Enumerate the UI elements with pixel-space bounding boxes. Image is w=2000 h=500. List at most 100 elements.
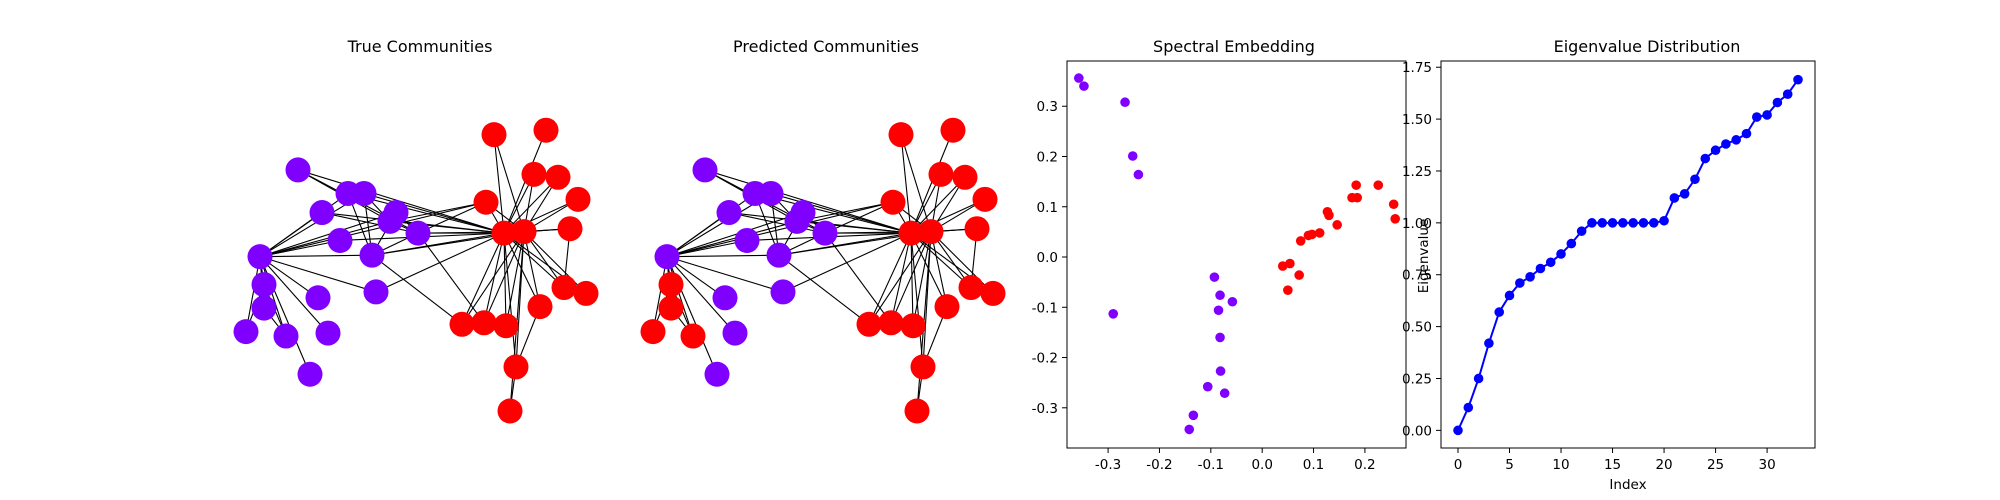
true-communities-edge bbox=[245, 256, 261, 332]
spectral-embedding-point bbox=[1388, 199, 1399, 210]
true-communities-edge bbox=[461, 232, 505, 325]
true-communities-node bbox=[557, 216, 583, 242]
predicted-communities-edge bbox=[666, 256, 694, 337]
predicted-communities-edge bbox=[796, 220, 912, 234]
eigenvalue-y-tick-label: 0.75 bbox=[1402, 268, 1432, 284]
eigenvalue-point bbox=[1504, 290, 1515, 301]
eigenvalue-point bbox=[1566, 238, 1577, 249]
predicted-communities-edge bbox=[900, 134, 932, 232]
eigenvalue-x-tick-label: 15 bbox=[1604, 457, 1621, 473]
eigenvalue-point bbox=[1525, 272, 1535, 282]
spectral-embedding-y-tick-label: -0.1 bbox=[1032, 300, 1058, 316]
eigenvalue-point bbox=[1535, 263, 1546, 274]
spectral-embedding-x-tick-label: -0.1 bbox=[1198, 457, 1224, 473]
true-communities-edge bbox=[259, 212, 397, 258]
spectral-embedding-point bbox=[1074, 73, 1084, 83]
eigenvalue-point bbox=[1648, 218, 1659, 228]
eigenvalue-y-tick-label: 0.00 bbox=[1402, 423, 1432, 439]
true-communities-nodes bbox=[233, 117, 599, 424]
spectral-embedding-y-tick-label: 0.0 bbox=[1037, 250, 1058, 266]
predicted-communities-node bbox=[692, 157, 718, 183]
predicted-communities-node bbox=[880, 189, 906, 215]
predicted-communities-node bbox=[900, 313, 926, 339]
predicted-communities-node bbox=[640, 319, 666, 345]
predicted-communities-edge bbox=[728, 212, 826, 234]
predicted-communities-node bbox=[812, 220, 838, 246]
eigenvalue-point bbox=[1638, 218, 1649, 228]
spectral-embedding-y-tick-label: 0.2 bbox=[1037, 149, 1058, 165]
eigenvalue-series-line bbox=[1457, 79, 1799, 431]
eigenvalue-point bbox=[1793, 74, 1803, 85]
spectral-embedding-point bbox=[1324, 210, 1334, 221]
eigenvalue-y-tick-label: 0.50 bbox=[1402, 320, 1432, 336]
predicted-communities-node bbox=[904, 398, 930, 424]
eigenvalue-x-axis-label: Index bbox=[1609, 477, 1646, 493]
panel-eigenvalue-distribution: Eigenvalue Distribution 0 5 10 15 20 25 30 0.00… bbox=[1402, 37, 1816, 493]
eigenvalue-x-tick-label: 0 bbox=[1454, 457, 1463, 473]
predicted-communities-edge bbox=[912, 231, 932, 326]
true-communities-node bbox=[551, 275, 577, 301]
predicted-communities-node bbox=[958, 275, 984, 301]
spectral-embedding-x-tick-label: 0.1 bbox=[1303, 457, 1324, 473]
predicted-communities-edge bbox=[666, 212, 804, 258]
true-communities-node bbox=[359, 242, 385, 268]
true-communities-node bbox=[521, 161, 547, 187]
panel-predicted-communities: Predicted Communities bbox=[640, 37, 1006, 424]
predicted-communities-node bbox=[722, 320, 748, 346]
spectral-embedding-point bbox=[1188, 410, 1199, 421]
predicted-communities-edge bbox=[900, 134, 912, 234]
eigenvalue-point bbox=[1782, 89, 1793, 100]
predicted-communities-node bbox=[734, 227, 760, 253]
eigenvalue-y-tick-label: 1.50 bbox=[1402, 112, 1432, 128]
predicted-communities-node bbox=[928, 161, 954, 187]
spectral-embedding-point bbox=[1215, 366, 1226, 376]
true-communities-node bbox=[233, 319, 259, 345]
eigenvalue-point bbox=[1710, 145, 1721, 156]
true-communities-node bbox=[247, 244, 273, 270]
predicted-communities-node bbox=[856, 311, 882, 337]
spectral-embedding-point bbox=[1307, 229, 1317, 240]
true-communities-edge bbox=[259, 256, 329, 334]
spectral-embedding-points bbox=[1074, 73, 1401, 435]
true-communities-node bbox=[405, 220, 431, 246]
predicted-communities-node bbox=[878, 310, 904, 336]
predicted-communities-node bbox=[716, 200, 742, 226]
true-communities-edge bbox=[503, 233, 517, 367]
predicted-communities-node bbox=[918, 219, 944, 245]
spectral-embedding-point bbox=[1213, 305, 1224, 316]
true-communities-node bbox=[533, 117, 559, 143]
eigenvalue-point bbox=[1731, 135, 1741, 145]
predicted-communities-edge bbox=[824, 232, 892, 324]
true-communities-edge bbox=[259, 256, 377, 293]
spectral-embedding-point bbox=[1120, 97, 1130, 108]
spectral-embedding-y-tick-label: -0.2 bbox=[1032, 351, 1058, 367]
eigenvalue-y-tick-label: 1.00 bbox=[1402, 216, 1432, 232]
spectral-embedding-point bbox=[1202, 381, 1213, 392]
predicted-communities-edge bbox=[770, 192, 912, 234]
true-communities-node bbox=[511, 219, 537, 245]
spectral-embedding-y-tick-label: 0.1 bbox=[1037, 200, 1058, 216]
spectral-embedding-x-tick-label: 0.2 bbox=[1354, 457, 1375, 473]
spectral-embedding-ticks: -0.3 -0.2 -0.1 0.0 0.1 0.2 -0.3 -0.2 -0.1 0.0 0.1 0… bbox=[1032, 99, 1376, 473]
spectral-embedding-x-tick-label: -0.3 bbox=[1095, 457, 1121, 473]
true-communities-edge bbox=[259, 254, 373, 258]
eigenvalue-point bbox=[1700, 153, 1711, 164]
eigenvalue-point bbox=[1494, 307, 1505, 317]
true-communities-edge bbox=[363, 192, 505, 234]
eigenvalue-point bbox=[1587, 218, 1597, 228]
predicted-communities-node bbox=[658, 272, 684, 298]
spectral-embedding-point bbox=[1184, 424, 1195, 435]
eigenvalue-y-tick-label: 1.75 bbox=[1402, 60, 1432, 76]
true-communities-title: True Communities bbox=[347, 37, 493, 56]
predicted-communities-edge bbox=[652, 256, 668, 332]
predicted-communities-edge bbox=[910, 232, 972, 288]
predicted-communities-node bbox=[758, 180, 784, 206]
predicted-communities-node bbox=[888, 122, 914, 148]
true-communities-node bbox=[565, 186, 591, 212]
true-communities-edge bbox=[461, 231, 525, 325]
true-communities-node bbox=[297, 361, 323, 387]
eigenvalue-point bbox=[1618, 218, 1628, 228]
predicted-communities-edge bbox=[890, 233, 912, 323]
spectral-embedding-point bbox=[1227, 296, 1238, 307]
